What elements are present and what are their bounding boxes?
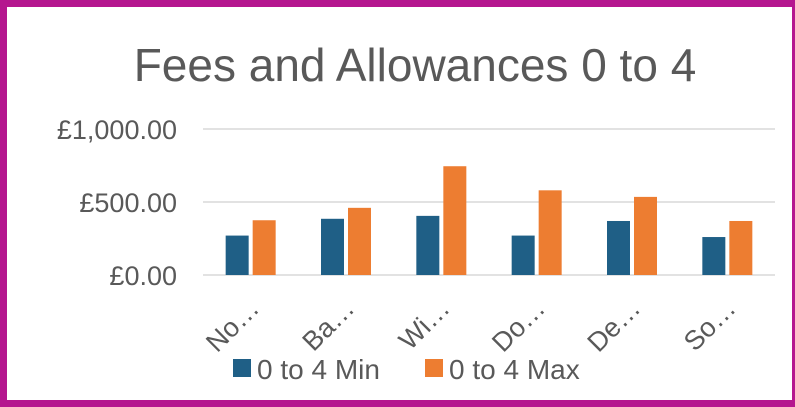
- bar-min: [416, 215, 440, 275]
- y-tick-label: £1,000.00: [57, 115, 177, 145]
- x-tick-label: Ba…: [297, 293, 361, 357]
- x-axis: No… Ba… Wi… Do… De… So…: [200, 293, 741, 358]
- legend-label: 0 to 4 Min: [257, 354, 380, 385]
- bar-max: [348, 207, 371, 275]
- legend-swatch: [233, 359, 251, 377]
- legend: 0 to 4 Min 0 to 4 Max: [233, 354, 580, 385]
- x-tick-label: Wi…: [393, 293, 456, 356]
- x-tick-label: De…: [582, 293, 647, 358]
- y-axis: £0.00 £500.00 £1,000.00: [57, 115, 177, 291]
- y-tick-label: £500.00: [79, 188, 177, 218]
- legend-swatch: [425, 359, 443, 377]
- bar-max: [538, 190, 562, 275]
- bar-min: [511, 235, 535, 275]
- legend-label: 0 to 4 Max: [449, 354, 580, 385]
- x-tick-label: No…: [200, 293, 265, 358]
- bar-chart: Fees and Allowances 0 to 4 £0.00£500.00£…: [57, 39, 775, 385]
- bars: [225, 166, 753, 275]
- bar-max: [634, 196, 657, 275]
- bar-min: [321, 218, 344, 275]
- gridlines: [203, 128, 775, 276]
- bar-max: [729, 220, 753, 275]
- y-tick-label: £0.00: [109, 261, 177, 291]
- chart-title: Fees and Allowances 0 to 4: [134, 39, 697, 91]
- x-tick-label: So…: [678, 293, 742, 357]
- x-tick-label: Do…: [486, 293, 551, 358]
- bar-max: [443, 166, 467, 275]
- bar-min: [607, 220, 630, 275]
- bar-min: [702, 237, 726, 275]
- bar-max: [252, 220, 276, 275]
- bar-min: [225, 235, 249, 275]
